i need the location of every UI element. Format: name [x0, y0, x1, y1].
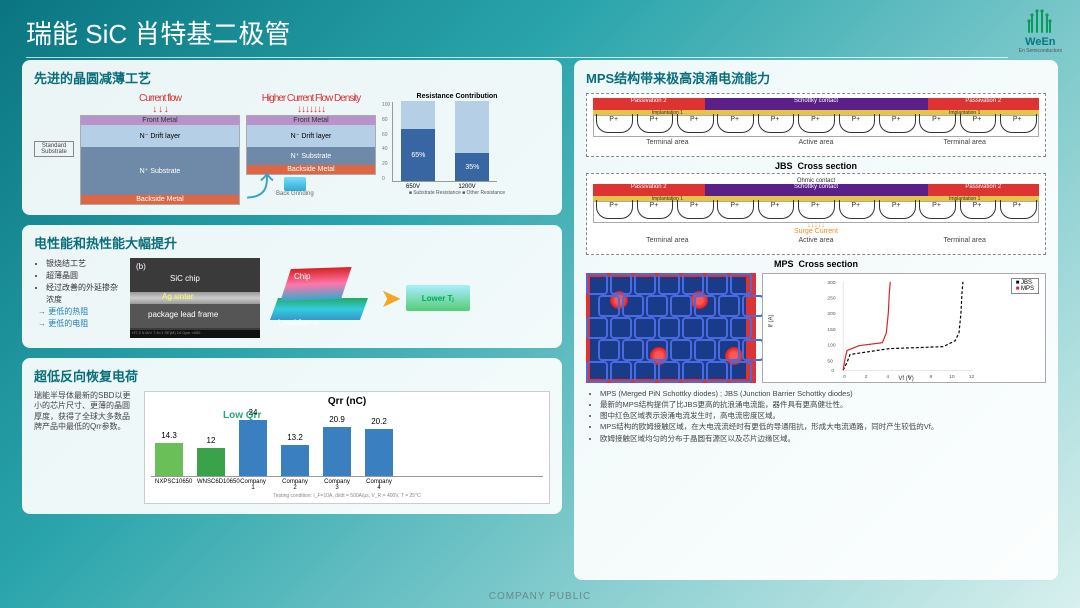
back-grinding-label: Back Grinding: [276, 191, 314, 197]
jbs-title: JBS Cross section: [586, 161, 1046, 171]
mps-title: MPS Cross section: [586, 259, 1046, 269]
logo-sub: En Semiconductors: [1019, 48, 1062, 54]
panel3-title: 超低反向恢复电荷: [34, 366, 550, 385]
qrr-test-condition: Testing condition: I_F=10A, di/dt = 500A…: [151, 493, 543, 499]
ifvf-legend: ■ JBS ■ MPS: [1011, 278, 1039, 294]
svg-text:8: 8: [930, 374, 933, 380]
brand-logo: WeEn En Semiconductors: [1019, 8, 1062, 54]
result-arrow-icon: ➤: [380, 283, 402, 314]
panel-thermal-electrical: 电性能和热性能大幅提升 银烧结工艺 超薄晶圆 经过改善的外延掺杂浓度 → 更低的…: [22, 225, 562, 348]
rc-bar-650v: 65%: [401, 101, 435, 181]
wafer-stack-thin: Higher Current Flow Density ↓↓↓↓↓↓↓ Fron…: [246, 93, 376, 197]
svg-text:50: 50: [827, 358, 833, 364]
substrate-layer: N⁺ Substrate: [81, 147, 239, 195]
qrr-bar: 20.2: [365, 429, 393, 476]
logo-icon: [1024, 8, 1056, 34]
sem-cross-section-image: (b) SiC chip Ag sinter package lead fram…: [130, 258, 260, 338]
right-column: MPS结构带来极高浪涌电流能力 Passivation 2 Schottky c…: [574, 60, 1058, 580]
panel2-title: 电性能和热性能大幅提升: [34, 233, 550, 252]
qrr-bar: 24: [239, 420, 267, 476]
panel4-bullets: MPS (Merged PiN Schottky diodes) ; JBS (…: [586, 389, 1046, 444]
resistance-contribution-chart: Resistance Contribution 100806040200 65%: [382, 93, 532, 196]
jbs-cross-section: Passivation 2 Schottky contact Passivati…: [586, 93, 1046, 157]
lower-tj-badge: Lower Tⱼ: [406, 285, 470, 311]
svg-text:0: 0: [831, 368, 834, 374]
qrr-bar: 12: [197, 448, 225, 476]
panel-wafer-thinning: 先进的晶圆减薄工艺 Standard Substrate Current flo…: [22, 60, 562, 215]
back-metal-layer: Backside Metal: [81, 195, 239, 204]
panel-mps-structure: MPS结构带来极高浪涌电流能力 Passivation 2 Schottky c…: [574, 60, 1058, 580]
svg-text:4: 4: [886, 374, 889, 380]
qrr-bar-chart: Qrr (nC) Low Qrr 14.3122413.220.920.2 NX…: [144, 391, 550, 504]
svg-text:100: 100: [827, 343, 835, 349]
qrr-bar: 20.9: [323, 427, 351, 476]
footer-classification: COMPANY PUBLIC: [0, 591, 1080, 602]
hex-current-density-image: [586, 273, 756, 383]
left-column: 先进的晶圆减薄工艺 Standard Substrate Current flo…: [22, 60, 562, 580]
svg-text:10: 10: [949, 374, 955, 380]
panel-qrr: 超低反向恢复电荷 瑞能半导体最新的SBD以更小的芯片尺寸、更薄的晶圆厚度，获得了…: [22, 358, 562, 514]
svg-text:150: 150: [827, 327, 835, 333]
svg-text:300: 300: [827, 280, 835, 286]
mps-cross-section: Ohmic contact Passivation 2 Schottky con…: [586, 173, 1046, 255]
front-metal-layer: Front Metal: [81, 116, 239, 125]
panel4-title: MPS结构带来极高浪涌电流能力: [586, 68, 1046, 87]
surge-current-arrows: ↓↓↓↓↓Surge Current: [593, 223, 1039, 235]
panel2-bullets: 银烧结工艺 超薄晶圆 经过改善的外延掺杂浓度 → 更低的热阻 → 更低的电阻: [34, 258, 124, 330]
logo-name: WeEn: [1019, 36, 1062, 48]
qrr-bar: 14.3: [155, 443, 183, 476]
content-area: 先进的晶圆减薄工艺 Standard Substrate Current flo…: [22, 60, 1058, 580]
high-density-label: Higher Current Flow Density: [246, 93, 376, 104]
current-flow-label: Current flow: [80, 93, 240, 104]
title-bar: 瑞能 SiC 肖特基二极管: [26, 14, 1060, 58]
rc-legend: ■ Substrate Resistance ■ Other Resistanc…: [382, 190, 532, 196]
process-arrow-icon: ⤴: [246, 177, 274, 197]
rc-bar-1200v: 35%: [455, 101, 489, 181]
panel3-desc: 瑞能半导体最新的SBD以更小的芯片尺寸、更薄的晶圆厚度，获得了全球大多数品牌产品…: [34, 391, 134, 504]
svg-text:12: 12: [969, 374, 975, 380]
panel1-title: 先进的晶圆减薄工艺: [34, 68, 550, 87]
svg-text:200: 200: [827, 311, 835, 317]
drift-layer: N⁻ Drift layer: [81, 125, 239, 147]
qrr-bar: 13.2: [281, 445, 309, 476]
std-substrate-label: Standard Substrate: [34, 93, 74, 157]
svg-text:2: 2: [865, 374, 868, 380]
title-rule: [26, 57, 1008, 58]
wafer-stack-standard: Current flow ↓ ↓ ↓ Front Metal N⁻ Drift …: [80, 93, 240, 205]
slide-title: 瑞能 SiC 肖特基二极管: [26, 14, 1060, 51]
if-vf-chart: ■ JBS ■ MPS If (A) Vf (V) 300250200 1501…: [762, 273, 1046, 383]
slide: 瑞能 SiC 肖特基二极管 WeEn En Semiconductors 先进的…: [0, 0, 1080, 608]
svg-text:0: 0: [843, 374, 846, 380]
svg-text:250: 250: [827, 296, 835, 302]
thermal-simulation: Chip Lead-frame ➤ Lower Tⱼ: [266, 258, 470, 338]
